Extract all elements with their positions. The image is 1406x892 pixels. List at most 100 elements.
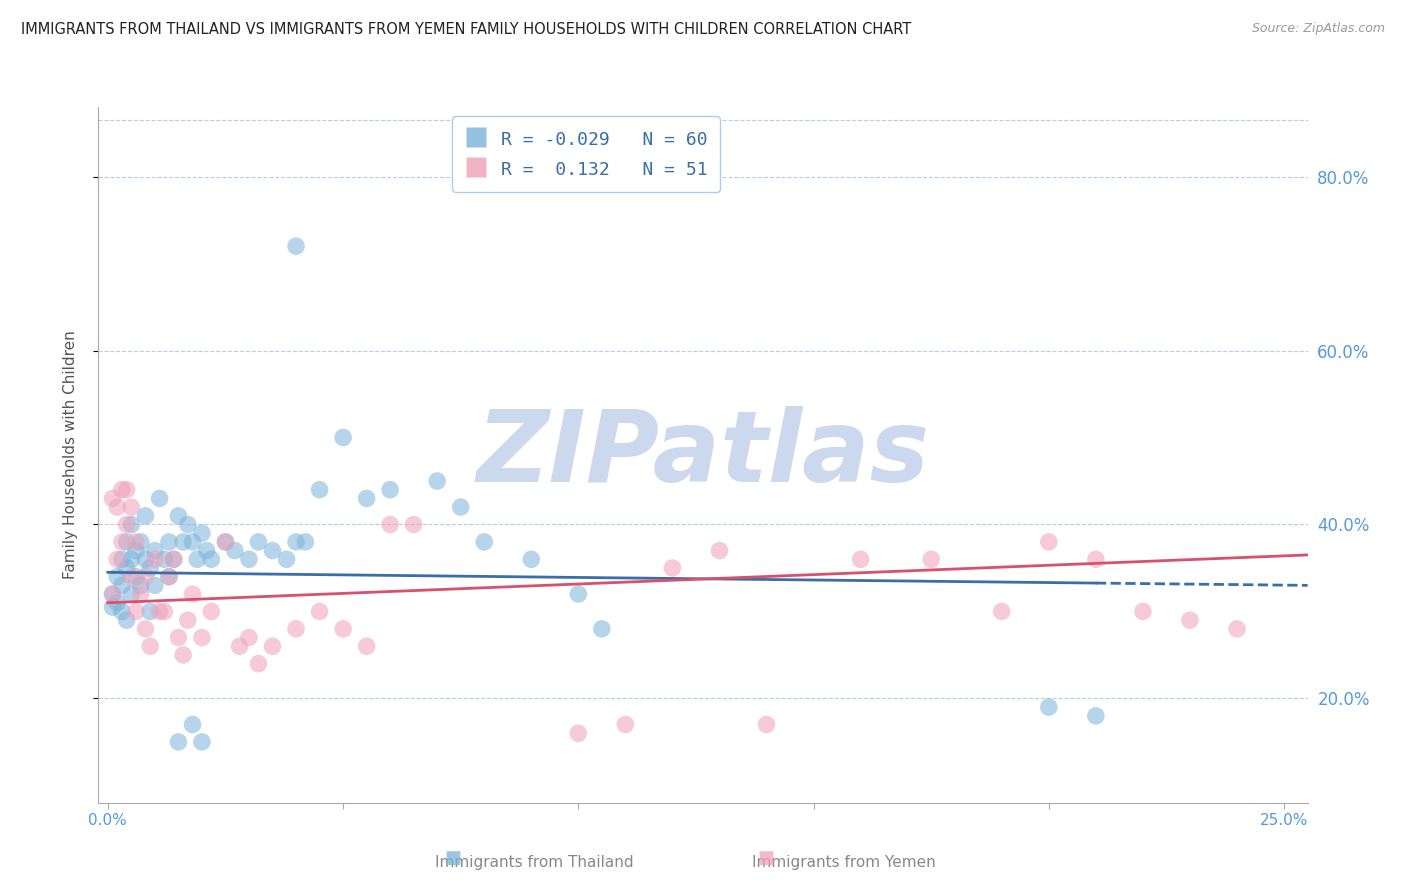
Point xyxy=(1132,605,1154,619)
Text: ZIPatlas: ZIPatlas xyxy=(477,407,929,503)
Point xyxy=(214,534,236,549)
Point xyxy=(247,534,270,549)
Text: IMMIGRANTS FROM THAILAND VS IMMIGRANTS FROM YEMEN FAMILY HOUSEHOLDS WITH CHILDRE: IMMIGRANTS FROM THAILAND VS IMMIGRANTS F… xyxy=(21,22,911,37)
Point xyxy=(167,508,190,523)
Point xyxy=(1038,700,1060,714)
Point xyxy=(426,474,449,488)
Point xyxy=(186,552,208,566)
Point xyxy=(139,605,162,619)
Point xyxy=(378,517,401,532)
Point xyxy=(111,483,134,497)
Point xyxy=(191,526,214,541)
Point xyxy=(105,570,128,584)
Point xyxy=(120,500,142,514)
Point xyxy=(276,552,298,566)
Point xyxy=(157,534,180,549)
Point xyxy=(143,543,166,558)
Point xyxy=(849,552,872,566)
Point xyxy=(262,639,284,653)
Point xyxy=(285,239,308,253)
Point xyxy=(129,578,152,592)
Point xyxy=(224,543,246,558)
Point xyxy=(105,552,128,566)
Point xyxy=(755,717,778,731)
Point xyxy=(149,491,172,506)
Point xyxy=(157,570,180,584)
Text: ■: ■ xyxy=(758,849,775,867)
Point xyxy=(120,552,142,566)
Point xyxy=(228,639,250,653)
Point xyxy=(520,552,543,566)
Point xyxy=(990,605,1012,619)
Point xyxy=(1038,534,1060,549)
Point xyxy=(285,534,308,549)
Point xyxy=(200,552,222,566)
Point xyxy=(195,543,218,558)
Point xyxy=(163,552,186,566)
Point xyxy=(332,622,354,636)
Point xyxy=(129,534,152,549)
Point xyxy=(709,543,731,558)
Point xyxy=(115,517,138,532)
Point xyxy=(134,622,156,636)
Point xyxy=(125,543,148,558)
Point xyxy=(163,552,186,566)
Point xyxy=(294,534,316,549)
Point xyxy=(125,570,148,584)
Point xyxy=(153,605,176,619)
Point xyxy=(567,726,589,740)
Point xyxy=(1084,708,1107,723)
Point xyxy=(191,735,214,749)
Point xyxy=(567,587,589,601)
Point xyxy=(247,657,270,671)
Point xyxy=(177,517,200,532)
Text: Immigrants from Thailand: Immigrants from Thailand xyxy=(434,855,634,870)
Point xyxy=(153,552,176,566)
Point xyxy=(285,622,308,636)
Point xyxy=(129,587,152,601)
Point xyxy=(450,500,472,514)
Point xyxy=(181,534,204,549)
Point xyxy=(214,534,236,549)
Text: Source: ZipAtlas.com: Source: ZipAtlas.com xyxy=(1251,22,1385,36)
Point xyxy=(308,483,330,497)
Point xyxy=(200,605,222,619)
Point xyxy=(1226,622,1249,636)
Point xyxy=(356,639,378,653)
Point xyxy=(120,517,142,532)
Point xyxy=(238,552,260,566)
Legend: R = -0.029   N = 60, R =  0.132   N = 51: R = -0.029 N = 60, R = 0.132 N = 51 xyxy=(453,116,720,192)
Point xyxy=(125,605,148,619)
Point xyxy=(111,578,134,592)
Point xyxy=(149,605,172,619)
Point xyxy=(105,500,128,514)
Point xyxy=(101,491,124,506)
Point xyxy=(1178,613,1201,627)
Point xyxy=(111,605,134,619)
Point xyxy=(262,543,284,558)
Point xyxy=(115,534,138,549)
Point xyxy=(167,735,190,749)
Point xyxy=(134,570,156,584)
Point xyxy=(143,578,166,592)
Point xyxy=(111,534,134,549)
Point xyxy=(177,613,200,627)
Point xyxy=(157,570,180,584)
Point xyxy=(591,622,613,636)
Point xyxy=(143,552,166,566)
Point xyxy=(111,552,134,566)
Point xyxy=(101,587,124,601)
Y-axis label: Family Households with Children: Family Households with Children xyxy=(63,331,77,579)
Point xyxy=(378,483,401,497)
Point xyxy=(356,491,378,506)
Point xyxy=(120,570,142,584)
Point xyxy=(120,587,142,601)
Point xyxy=(472,534,495,549)
Point xyxy=(661,561,683,575)
Point xyxy=(115,483,138,497)
Point xyxy=(920,552,942,566)
Point xyxy=(134,552,156,566)
Point xyxy=(134,508,156,523)
Text: ■: ■ xyxy=(444,849,461,867)
Point xyxy=(308,605,330,619)
